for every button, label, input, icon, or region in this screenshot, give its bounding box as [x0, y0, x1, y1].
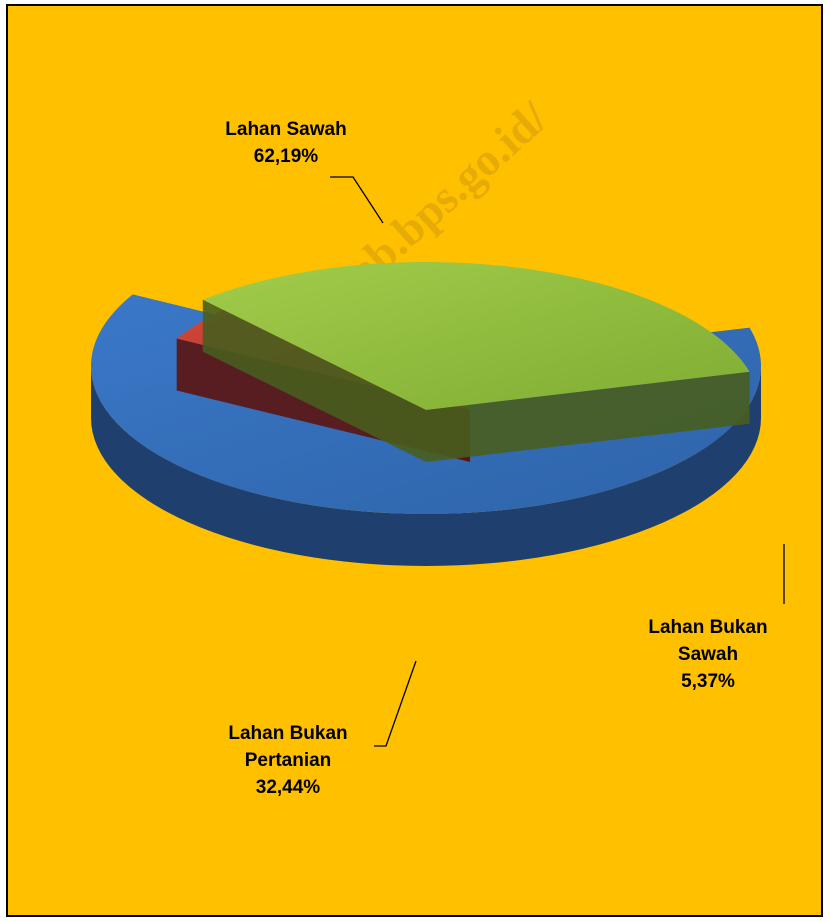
label-lahan-bukan-sawah: Lahan Bukan Sawah 5,37%: [623, 614, 793, 695]
label-lahan-sawah-value: 62,19%: [253, 146, 319, 167]
leader-line-2: [374, 660, 417, 747]
label-lahan-bukan-pertanian-value: 32,44%: [255, 777, 321, 798]
slice-side-lahan-sawah: [91, 366, 761, 566]
label-lahan-sawah-name: Lahan Sawah: [225, 119, 347, 140]
slice-top-lahan-bukan-pertanian: [202, 262, 750, 410]
pie-chart: [91, 176, 785, 747]
label-lahan-bukan-sawah-line2: Sawah: [677, 644, 739, 665]
slice-cut-lahan-bukan-pertanian-1: [426, 371, 750, 462]
label-lahan-bukan-sawah-line1: Lahan Bukan: [648, 617, 768, 638]
label-lahan-bukan-sawah-value: 5,37%: [681, 671, 735, 692]
chart-frame: http://kendalkab.bps.go.id/ Lahan Sawah …: [6, 4, 823, 917]
leader-line-1: [330, 176, 384, 224]
slice-cut-lahan-bukan-pertanian-0: [202, 299, 426, 462]
slice-lahan-bukan-pertanian: [202, 262, 750, 462]
label-lahan-sawah: Lahan Sawah 62,19%: [186, 116, 386, 170]
label-lahan-bukan-pertanian: Lahan Bukan Pertanian 32,44%: [203, 720, 373, 801]
label-lahan-bukan-pertanian-line2: Pertanian: [244, 750, 332, 771]
label-lahan-bukan-pertanian-line1: Lahan Bukan: [228, 723, 348, 744]
